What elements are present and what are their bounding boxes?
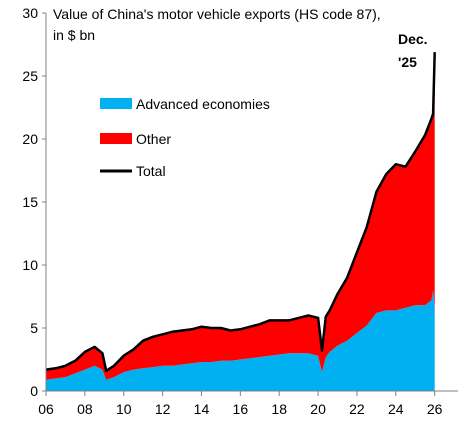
x-tick-label: 26 xyxy=(427,401,443,417)
y-tick-label: 20 xyxy=(22,131,38,147)
y-axis: 0 5 10 15 20 25 30 xyxy=(22,5,47,399)
plot-areas xyxy=(45,52,436,391)
x-tick-label: 20 xyxy=(310,401,326,417)
x-tick-label: 14 xyxy=(194,401,210,417)
y-tick-label: 10 xyxy=(22,257,38,273)
legend-label-other: Other xyxy=(136,131,171,147)
y-tick-label: 30 xyxy=(22,5,38,21)
y-tick-label: 25 xyxy=(22,68,38,84)
x-axis: 06 08 10 12 14 16 18 20 22 24 26 xyxy=(38,390,458,417)
x-tick-label: 10 xyxy=(116,401,132,417)
area-other xyxy=(46,52,435,380)
y-tick-label: 0 xyxy=(30,383,38,399)
y-tick-label: 5 xyxy=(30,320,38,336)
x-tick-label: 16 xyxy=(233,401,249,417)
chart-title-line-2: in $ bn xyxy=(53,27,95,43)
y-tick-label: 15 xyxy=(22,194,38,210)
line-total xyxy=(45,52,436,373)
legend-swatch-other xyxy=(100,133,132,144)
x-tick-label: 12 xyxy=(155,401,171,417)
legend-label-total: Total xyxy=(136,163,166,179)
x-tick-label: 18 xyxy=(271,401,287,417)
chart-title-line-1: Value of China's motor vehicle exports (… xyxy=(53,6,381,22)
x-tick-label: 06 xyxy=(38,401,54,417)
legend: Advanced economies Other Total xyxy=(100,96,270,179)
legend-swatch-advanced xyxy=(100,98,132,109)
annotation-year: '25 xyxy=(398,54,417,70)
legend-label-advanced: Advanced economies xyxy=(136,96,270,112)
x-tick-label: 22 xyxy=(349,401,365,417)
annotation-dec: Dec. xyxy=(398,31,428,47)
area-advanced-economies xyxy=(46,290,435,391)
x-tick-label: 08 xyxy=(77,401,93,417)
x-tick-label: 24 xyxy=(388,401,404,417)
